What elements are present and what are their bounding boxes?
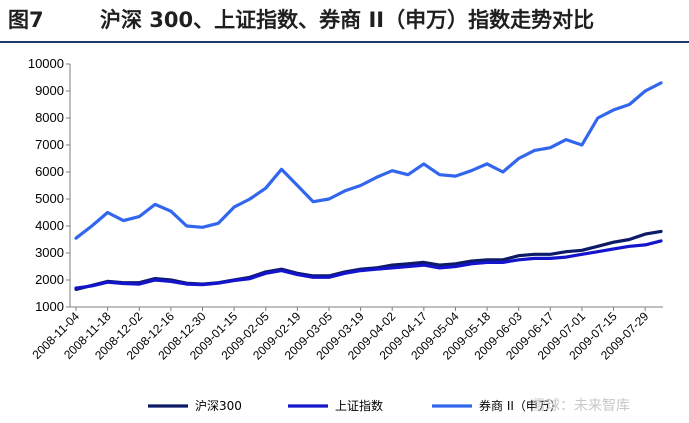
legend-label: 上证指数	[335, 398, 383, 413]
y-tick-label: 9000	[35, 83, 64, 98]
y-tick-label: 2000	[35, 272, 64, 287]
watermark: 雪球：未来智库	[532, 398, 630, 414]
x-axis: 2008-11-042008-11-182008-12-022008-12-16…	[29, 306, 663, 363]
watermark-text: 雪球：未来智库	[532, 398, 630, 414]
chart-title: 沪深 300、上证指数、券商 II（申万）指数走势对比	[100, 8, 595, 32]
y-tick-label: 10000	[28, 56, 64, 71]
figure-label: 图7	[8, 8, 44, 32]
title-divider	[0, 41, 689, 43]
legend-label: 券商 II（申万）	[479, 398, 562, 413]
y-tick-label: 5000	[35, 191, 64, 206]
y-tick-label: 7000	[35, 137, 64, 152]
y-tick-label: 3000	[35, 245, 64, 260]
y-tick-label: 8000	[35, 110, 64, 125]
y-tick-label: 4000	[35, 218, 64, 233]
series-line-3	[74, 81, 663, 240]
y-tick-label: 1000	[35, 299, 64, 314]
series-lines	[74, 81, 663, 291]
y-tick-label: 6000	[35, 164, 64, 179]
legend: 沪深300 上证指数 券商 II（申万）	[148, 398, 562, 413]
y-axis: 1000 2000 3000 4000 5000 6000 7000 8000 9000 1000…	[28, 56, 71, 314]
figure-header: 图7 沪深 300、上证指数、券商 II（申万）指数走势对比	[0, 0, 689, 42]
legend-label: 沪深300	[195, 399, 242, 413]
series-line-2	[74, 239, 663, 290]
